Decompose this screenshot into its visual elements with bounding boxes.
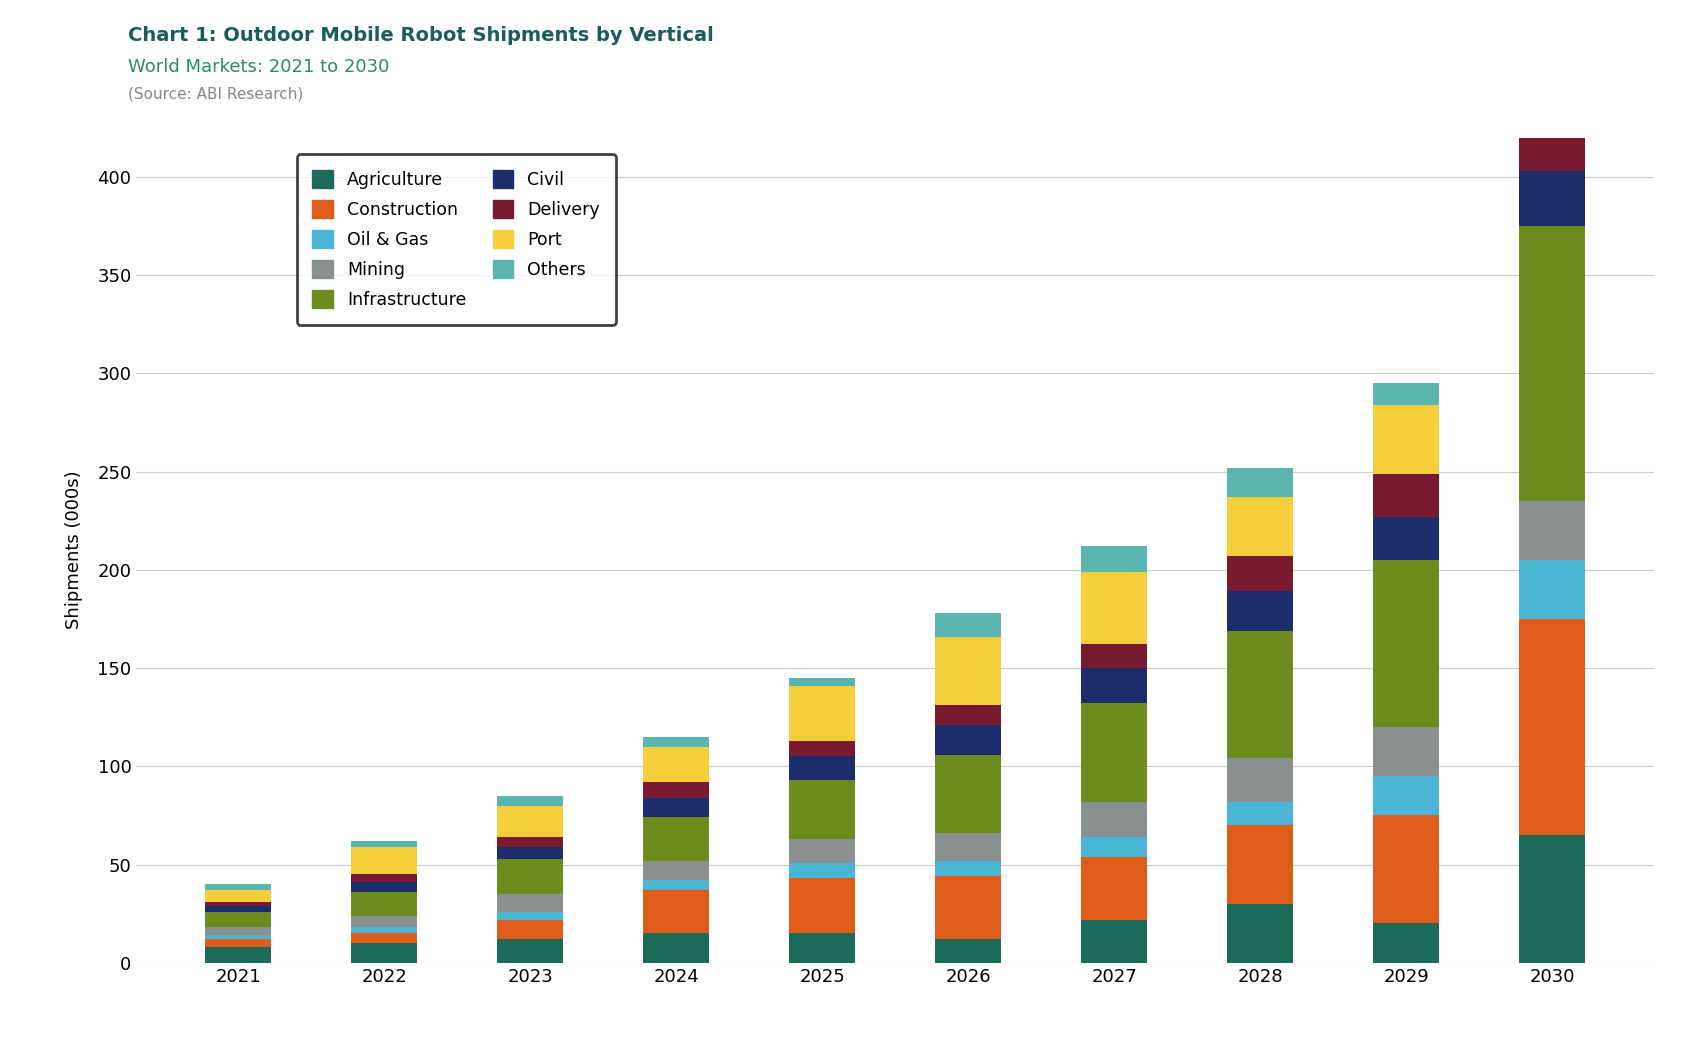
Bar xyxy=(643,798,709,818)
Bar xyxy=(1228,802,1292,825)
Bar xyxy=(1228,631,1292,759)
Bar xyxy=(1373,405,1439,474)
Bar xyxy=(351,882,418,892)
Bar xyxy=(643,880,709,890)
Bar xyxy=(1519,501,1586,560)
Bar xyxy=(498,837,563,846)
Bar xyxy=(789,741,854,756)
Bar xyxy=(936,754,1001,833)
Bar xyxy=(498,846,563,859)
Bar xyxy=(643,890,709,933)
Bar xyxy=(1081,837,1147,857)
Bar xyxy=(1081,704,1147,802)
Bar xyxy=(1081,571,1147,644)
Bar xyxy=(498,919,563,940)
Bar xyxy=(1519,619,1586,835)
Bar xyxy=(351,874,418,882)
Bar xyxy=(1081,546,1147,571)
Bar xyxy=(1519,835,1586,963)
Bar xyxy=(205,928,271,935)
Bar xyxy=(936,860,1001,876)
Bar xyxy=(1081,857,1147,919)
Bar xyxy=(205,901,271,906)
Bar xyxy=(351,915,418,928)
Bar xyxy=(789,839,854,862)
Bar xyxy=(1519,89,1586,103)
Legend: Agriculture, Construction, Oil & Gas, Mining, Infrastructure, Civil, Delivery, P: Agriculture, Construction, Oil & Gas, Mi… xyxy=(297,154,616,325)
Bar xyxy=(1081,919,1147,963)
Bar xyxy=(1519,226,1586,501)
Bar xyxy=(1228,759,1292,802)
Bar xyxy=(205,947,271,963)
Bar xyxy=(1373,816,1439,924)
Bar xyxy=(1228,557,1292,591)
Bar xyxy=(205,906,271,912)
Bar xyxy=(643,818,709,860)
Text: Chart 1: Outdoor Mobile Robot Shipments by Vertical: Chart 1: Outdoor Mobile Robot Shipments … xyxy=(128,26,714,45)
Bar xyxy=(498,805,563,837)
Bar xyxy=(1228,468,1292,497)
Bar xyxy=(1373,727,1439,777)
Bar xyxy=(1228,904,1292,963)
Bar xyxy=(789,933,854,963)
Bar xyxy=(1519,171,1586,226)
Bar xyxy=(643,933,709,963)
Bar xyxy=(936,706,1001,725)
Bar xyxy=(1519,122,1586,171)
Y-axis label: Shipments (000s): Shipments (000s) xyxy=(65,471,84,630)
Bar xyxy=(498,940,563,963)
Bar xyxy=(1373,924,1439,963)
Bar xyxy=(789,686,854,741)
Bar xyxy=(1081,644,1147,668)
Bar xyxy=(1081,668,1147,704)
Bar xyxy=(789,756,854,780)
Bar xyxy=(205,884,271,890)
Bar xyxy=(936,637,1001,706)
Bar xyxy=(1228,497,1292,557)
Bar xyxy=(1373,383,1439,405)
Bar xyxy=(643,860,709,880)
Bar xyxy=(936,876,1001,940)
Bar xyxy=(789,678,854,686)
Bar xyxy=(936,613,1001,637)
Bar xyxy=(1373,516,1439,560)
Bar xyxy=(1228,825,1292,904)
Bar xyxy=(1373,474,1439,516)
Bar xyxy=(498,912,563,919)
Bar xyxy=(1519,103,1586,122)
Bar xyxy=(789,780,854,839)
Bar xyxy=(936,833,1001,860)
Bar xyxy=(643,747,709,782)
Bar xyxy=(498,796,563,805)
Bar xyxy=(498,859,563,894)
Bar xyxy=(643,782,709,798)
Bar xyxy=(1519,560,1586,619)
Bar xyxy=(1081,802,1147,837)
Bar xyxy=(936,725,1001,754)
Bar xyxy=(1373,777,1439,816)
Bar xyxy=(351,943,418,963)
Bar xyxy=(205,912,271,928)
Bar xyxy=(351,933,418,943)
Bar xyxy=(1373,560,1439,727)
Text: (Source: ABI Research): (Source: ABI Research) xyxy=(128,87,303,102)
Bar xyxy=(205,940,271,947)
Bar xyxy=(936,940,1001,963)
Bar xyxy=(498,894,563,912)
Bar xyxy=(205,890,271,901)
Bar xyxy=(351,846,418,874)
Bar xyxy=(351,841,418,846)
Text: World Markets: 2021 to 2030: World Markets: 2021 to 2030 xyxy=(128,58,389,76)
Bar xyxy=(1228,591,1292,631)
Bar xyxy=(351,928,418,933)
Bar xyxy=(789,878,854,933)
Bar xyxy=(789,862,854,878)
Bar xyxy=(351,892,418,915)
Bar xyxy=(643,736,709,747)
Bar xyxy=(205,935,271,940)
